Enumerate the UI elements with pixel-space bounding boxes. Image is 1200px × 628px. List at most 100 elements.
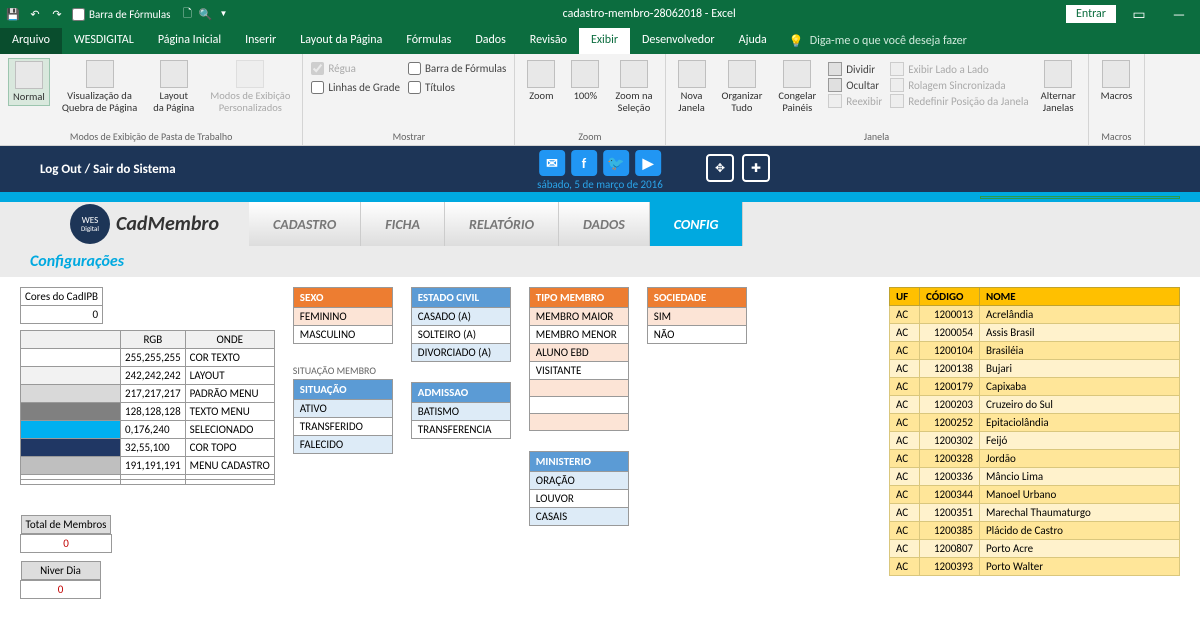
content: Cores do CadIPB 0 RGBONDE 255,255,255COR… — [0, 277, 1200, 617]
view-custom-button[interactable]: Modos de Exibição Personalizados — [206, 58, 294, 116]
color-swatch — [21, 457, 121, 475]
qa-dropdown-icon[interactable]: ▼ — [214, 5, 232, 23]
situacao-label: SITUAÇÃO MEMBRO — [293, 364, 393, 377]
redo-icon[interactable]: ↷ — [48, 5, 66, 23]
twitter-icon[interactable]: 🐦 — [603, 150, 629, 176]
color-swatch — [21, 439, 121, 457]
group-label-window: Janela — [674, 128, 1080, 145]
view-pagebreak-button[interactable]: Visualização da Quebra de Página — [58, 58, 141, 116]
mail-icon[interactable]: ✉ — [539, 150, 565, 176]
formula-bar-checkbox[interactable]: Barra de Fórmulas — [72, 8, 170, 21]
nav-dados[interactable]: DADOS — [559, 202, 650, 246]
color-swatch — [21, 349, 121, 367]
hide-button[interactable]: Ocultar — [828, 78, 882, 92]
list-item: BATISMO — [411, 403, 510, 421]
total-membros: Total de Membros 0 — [20, 515, 112, 553]
zoom-selection-button[interactable]: Zoom na Seleção — [611, 58, 656, 116]
rgb-cell: 242,242,242 — [121, 367, 186, 385]
undo-icon[interactable]: ↶ — [26, 5, 44, 23]
facebook-icon[interactable]: f — [571, 150, 597, 176]
ribbon: Normal Visualização da Quebra de Página … — [0, 54, 1200, 146]
new-window-button[interactable]: Nova Janela — [674, 58, 710, 116]
color-swatch — [21, 385, 121, 403]
onde-cell: MENU CADASTRO — [185, 457, 274, 475]
chk-headings[interactable]: Títulos — [408, 81, 506, 94]
list-item: CASAIS — [529, 508, 628, 526]
preview-icon[interactable]: 🔍 — [196, 5, 214, 23]
zoom-100-button[interactable]: 100% — [567, 58, 603, 104]
tab-view[interactable]: Exibir — [579, 28, 630, 54]
signin-button[interactable]: Entrar — [1066, 5, 1116, 23]
move-icon[interactable]: ✥ — [706, 154, 734, 182]
side-by-side-button: Exibir Lado a Lado — [890, 62, 1028, 76]
list-item: SIM — [647, 308, 746, 326]
tab-file[interactable]: Arquivo — [0, 28, 62, 54]
nav-relatorio[interactable]: RELATÓRIO — [445, 202, 559, 246]
section-title: Configurações — [0, 246, 1200, 277]
tab-home[interactable]: Página Inicial — [146, 28, 233, 54]
rgb-cell: 32,55,100 — [121, 439, 186, 457]
view-normal-button[interactable]: Normal — [8, 58, 50, 106]
tab-formulas[interactable]: Fórmulas — [394, 28, 463, 54]
tell-me[interactable]: 💡 Diga-me o que você deseja fazer — [779, 28, 977, 54]
group-label-macros: Macros — [1097, 128, 1137, 145]
view-pagelayout-button[interactable]: Layout da Página — [149, 58, 198, 116]
list-item: ORAÇÃO — [529, 472, 628, 490]
switch-windows-button[interactable]: Alternar Janelas — [1037, 58, 1080, 116]
save-icon[interactable]: 💾 — [4, 5, 22, 23]
nav-config[interactable]: CONFIG — [650, 202, 744, 246]
list-item: MEMBRO MAIOR — [529, 308, 628, 326]
arrange-all-button[interactable]: Organizar Tudo — [718, 58, 767, 116]
logout-link[interactable]: Log Out / Sair do Sistema — [40, 162, 176, 177]
chk-gridlines[interactable]: Linhas de Grade — [311, 81, 400, 94]
split-button[interactable]: Dividir — [828, 62, 882, 76]
excel-titlebar: 💾 ↶ ↷ Barra de Fórmulas 🗋 🔍 ▼ cadastro-m… — [0, 0, 1200, 28]
onde-cell: PADRÃO MENU — [185, 385, 274, 403]
sync-scroll-button: Rolagem Sincronizada — [890, 78, 1028, 92]
list-item: FEMININO — [293, 308, 392, 326]
list-item: ALUNO EBD — [529, 344, 628, 362]
color-swatch — [21, 367, 121, 385]
app-nav: WESDigital CadMembro CADASTRO FICHA RELA… — [0, 202, 1200, 246]
plus-icon[interactable]: ✚ — [742, 154, 770, 182]
list-item: FALECIDO — [293, 436, 392, 454]
rgb-cell: 217,217,217 — [121, 385, 186, 403]
list-item: LOUVOR — [529, 490, 628, 508]
col-civil: ESTADO CIVILCASADO (A)SOLTEIRO (A)DIVORC… — [411, 287, 511, 439]
tab-wesdigital[interactable]: WESDIGITAL — [62, 28, 146, 54]
rgb-cell: 128,128,128 — [121, 403, 186, 421]
zoom-button[interactable]: Zoom — [523, 58, 559, 104]
macros-button[interactable]: Macros — [1097, 58, 1137, 104]
col-sexo: SEXOFEMININOMASCULINO SITUAÇÃO MEMBRO SI… — [293, 287, 393, 454]
tab-pagelayout[interactable]: Layout da Página — [288, 28, 394, 54]
nav-ficha[interactable]: FICHA — [361, 202, 445, 246]
nav-cadastro[interactable]: CADASTRO — [249, 202, 361, 246]
minimize-icon[interactable]: — — [1162, 6, 1196, 23]
cores-table: Cores do CadIPB 0 — [20, 287, 103, 324]
list-item: DIVORCIADO (A) — [411, 344, 510, 362]
color-swatch — [21, 421, 121, 439]
group-label-zoom: Zoom — [523, 128, 656, 145]
tab-insert[interactable]: Inserir — [233, 28, 288, 54]
onde-cell: SELECIONADO — [185, 421, 274, 439]
app-header: Log Out / Sair do Sistema ✉ f 🐦 ▶ sábado… — [0, 146, 1200, 192]
chk-ruler: Régua — [311, 62, 400, 75]
tab-help[interactable]: Ajuda — [727, 28, 779, 54]
group-label-show: Mostrar — [311, 128, 506, 145]
chk-formulabar[interactable]: Barra de Fórmulas — [408, 62, 506, 75]
tab-review[interactable]: Revisão — [518, 28, 579, 54]
youtube-icon[interactable]: ▶ — [635, 150, 661, 176]
list-item — [529, 397, 628, 414]
reset-pos-button: Redefinir Posição da Janela — [890, 94, 1028, 108]
new-icon[interactable]: 🗋 — [178, 5, 196, 23]
rgb-table: RGBONDE 255,255,255COR TEXTO242,242,242L… — [20, 330, 275, 485]
list-item: MEMBRO MENOR — [529, 326, 628, 344]
freeze-panes-button[interactable]: Congelar Painéis — [774, 58, 820, 116]
tab-data[interactable]: Dados — [463, 28, 517, 54]
ribbon-display-icon[interactable]: ▭ — [1122, 6, 1156, 23]
tab-developer[interactable]: Desenvolvedor — [630, 28, 727, 54]
list-item: CASADO (A) — [411, 308, 510, 326]
muni-table: UF CÓDIGO NOME AC1200013AcrelândiaAC1200… — [889, 287, 1180, 576]
lightbulb-icon: 💡 — [789, 34, 804, 49]
window-title: cadastro-membro-28062018 - Excel — [232, 7, 1066, 21]
